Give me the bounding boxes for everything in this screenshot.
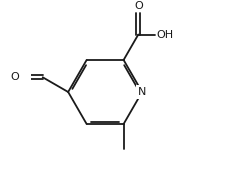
- Text: O: O: [11, 72, 19, 82]
- Text: N: N: [138, 87, 146, 97]
- Text: O: O: [134, 1, 143, 11]
- Text: OH: OH: [156, 30, 173, 39]
